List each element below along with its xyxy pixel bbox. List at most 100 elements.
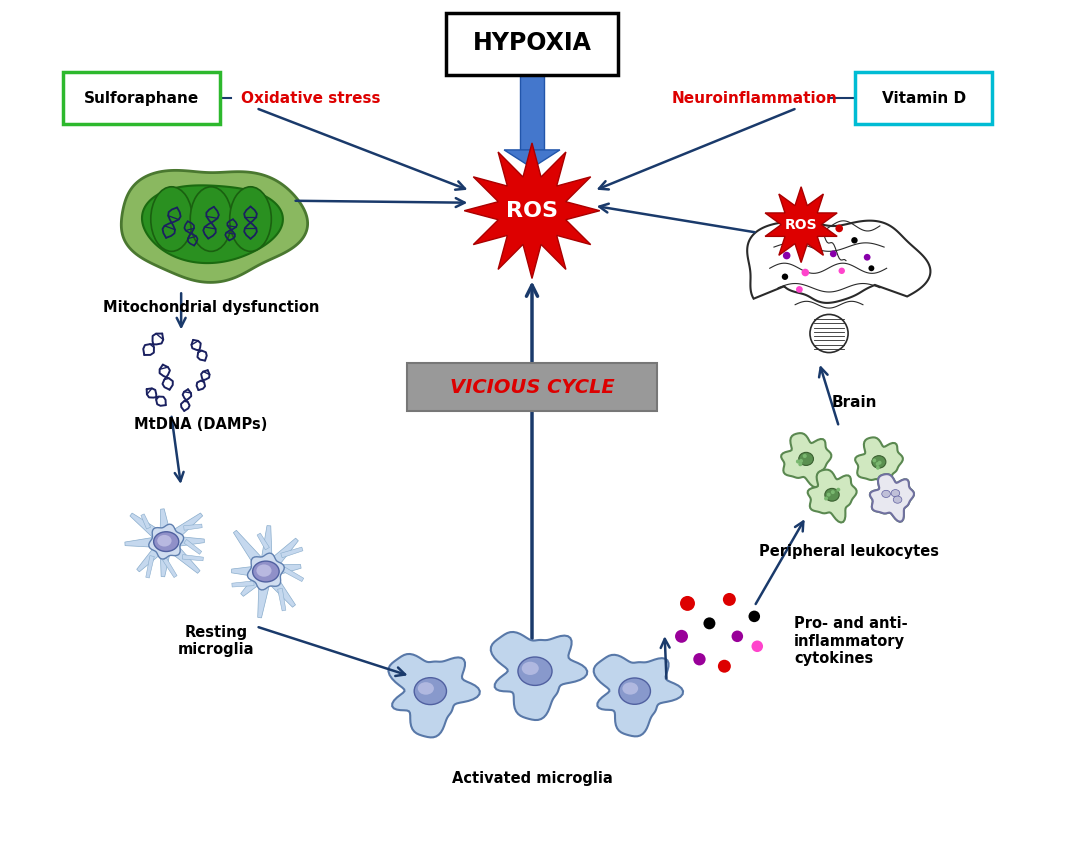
Polygon shape bbox=[142, 186, 283, 263]
Polygon shape bbox=[233, 530, 272, 576]
Ellipse shape bbox=[518, 657, 552, 685]
Polygon shape bbox=[162, 537, 200, 573]
Circle shape bbox=[826, 492, 831, 497]
Circle shape bbox=[693, 653, 706, 665]
Ellipse shape bbox=[894, 496, 902, 504]
Text: VICIOUS CYCLE: VICIOUS CYCLE bbox=[449, 377, 615, 397]
Circle shape bbox=[718, 659, 731, 673]
Circle shape bbox=[796, 286, 803, 293]
Ellipse shape bbox=[810, 314, 848, 353]
Ellipse shape bbox=[882, 490, 890, 498]
Circle shape bbox=[830, 250, 837, 257]
Polygon shape bbox=[231, 565, 266, 579]
Polygon shape bbox=[593, 655, 683, 736]
Circle shape bbox=[851, 237, 857, 244]
FancyBboxPatch shape bbox=[408, 363, 657, 411]
Circle shape bbox=[794, 233, 804, 242]
Ellipse shape bbox=[872, 456, 886, 468]
Polygon shape bbox=[870, 474, 914, 521]
Polygon shape bbox=[182, 555, 203, 561]
Ellipse shape bbox=[799, 452, 814, 465]
Circle shape bbox=[875, 462, 880, 466]
Ellipse shape bbox=[619, 678, 651, 705]
Polygon shape bbox=[520, 72, 544, 150]
Circle shape bbox=[782, 273, 788, 280]
Polygon shape bbox=[160, 541, 173, 577]
Circle shape bbox=[803, 454, 807, 458]
Polygon shape bbox=[125, 535, 166, 548]
Polygon shape bbox=[807, 469, 856, 522]
Text: Activated microglia: Activated microglia bbox=[452, 771, 612, 786]
Polygon shape bbox=[870, 474, 914, 521]
Circle shape bbox=[875, 466, 880, 469]
Ellipse shape bbox=[417, 682, 433, 694]
Polygon shape bbox=[265, 565, 301, 578]
Polygon shape bbox=[281, 547, 302, 558]
Polygon shape bbox=[855, 437, 903, 489]
Circle shape bbox=[799, 462, 802, 466]
Polygon shape bbox=[464, 143, 600, 279]
Circle shape bbox=[752, 641, 763, 652]
Polygon shape bbox=[121, 170, 308, 282]
Circle shape bbox=[704, 618, 716, 630]
Circle shape bbox=[723, 593, 736, 606]
Text: MtDNA (DAMPs): MtDNA (DAMPs) bbox=[134, 417, 267, 431]
Polygon shape bbox=[259, 526, 273, 572]
Ellipse shape bbox=[191, 187, 232, 251]
Circle shape bbox=[878, 461, 882, 464]
Polygon shape bbox=[261, 538, 298, 576]
Polygon shape bbox=[257, 533, 269, 550]
Ellipse shape bbox=[230, 187, 272, 251]
FancyBboxPatch shape bbox=[63, 72, 220, 124]
Text: ROS: ROS bbox=[506, 201, 558, 221]
Circle shape bbox=[835, 225, 843, 233]
Polygon shape bbox=[149, 524, 183, 559]
Polygon shape bbox=[160, 509, 173, 543]
Circle shape bbox=[824, 497, 829, 500]
Polygon shape bbox=[781, 433, 832, 487]
Text: Sulforaphane: Sulforaphane bbox=[84, 90, 199, 106]
Text: ROS: ROS bbox=[785, 217, 818, 232]
Text: Resting
microglia: Resting microglia bbox=[178, 625, 255, 658]
Polygon shape bbox=[491, 632, 587, 720]
Ellipse shape bbox=[522, 662, 539, 675]
Polygon shape bbox=[130, 513, 170, 547]
Circle shape bbox=[868, 265, 874, 271]
Ellipse shape bbox=[252, 561, 279, 582]
Polygon shape bbox=[278, 589, 285, 611]
Polygon shape bbox=[504, 150, 560, 168]
Polygon shape bbox=[282, 567, 304, 582]
Circle shape bbox=[831, 490, 835, 494]
Text: HYPOXIA: HYPOXIA bbox=[473, 32, 591, 55]
Polygon shape bbox=[748, 221, 931, 303]
Polygon shape bbox=[232, 581, 255, 587]
Circle shape bbox=[732, 630, 743, 642]
Polygon shape bbox=[163, 558, 177, 578]
FancyBboxPatch shape bbox=[855, 72, 993, 124]
Circle shape bbox=[783, 251, 790, 259]
Text: Brain: Brain bbox=[831, 394, 876, 410]
Ellipse shape bbox=[622, 682, 638, 694]
Ellipse shape bbox=[825, 488, 839, 501]
Text: Vitamin D: Vitamin D bbox=[882, 90, 966, 106]
Polygon shape bbox=[765, 187, 837, 262]
Text: Pro- and anti-
inflammatory
cytokines: Pro- and anti- inflammatory cytokines bbox=[794, 616, 907, 666]
Circle shape bbox=[864, 254, 870, 261]
Text: Mitochondrial dysfunction: Mitochondrial dysfunction bbox=[103, 300, 320, 315]
Text: Peripheral leukocytes: Peripheral leukocytes bbox=[759, 544, 939, 559]
Polygon shape bbox=[146, 556, 154, 578]
Polygon shape bbox=[162, 513, 202, 547]
Polygon shape bbox=[261, 567, 295, 607]
Polygon shape bbox=[136, 538, 170, 572]
Polygon shape bbox=[183, 524, 202, 530]
Ellipse shape bbox=[891, 490, 900, 497]
Circle shape bbox=[796, 459, 800, 463]
Polygon shape bbox=[258, 571, 273, 618]
Polygon shape bbox=[389, 654, 480, 737]
Ellipse shape bbox=[414, 677, 446, 705]
Circle shape bbox=[802, 268, 809, 276]
Polygon shape bbox=[247, 553, 284, 590]
Circle shape bbox=[799, 459, 803, 463]
Text: Neuroinflammation: Neuroinflammation bbox=[671, 90, 837, 106]
Ellipse shape bbox=[257, 564, 272, 577]
